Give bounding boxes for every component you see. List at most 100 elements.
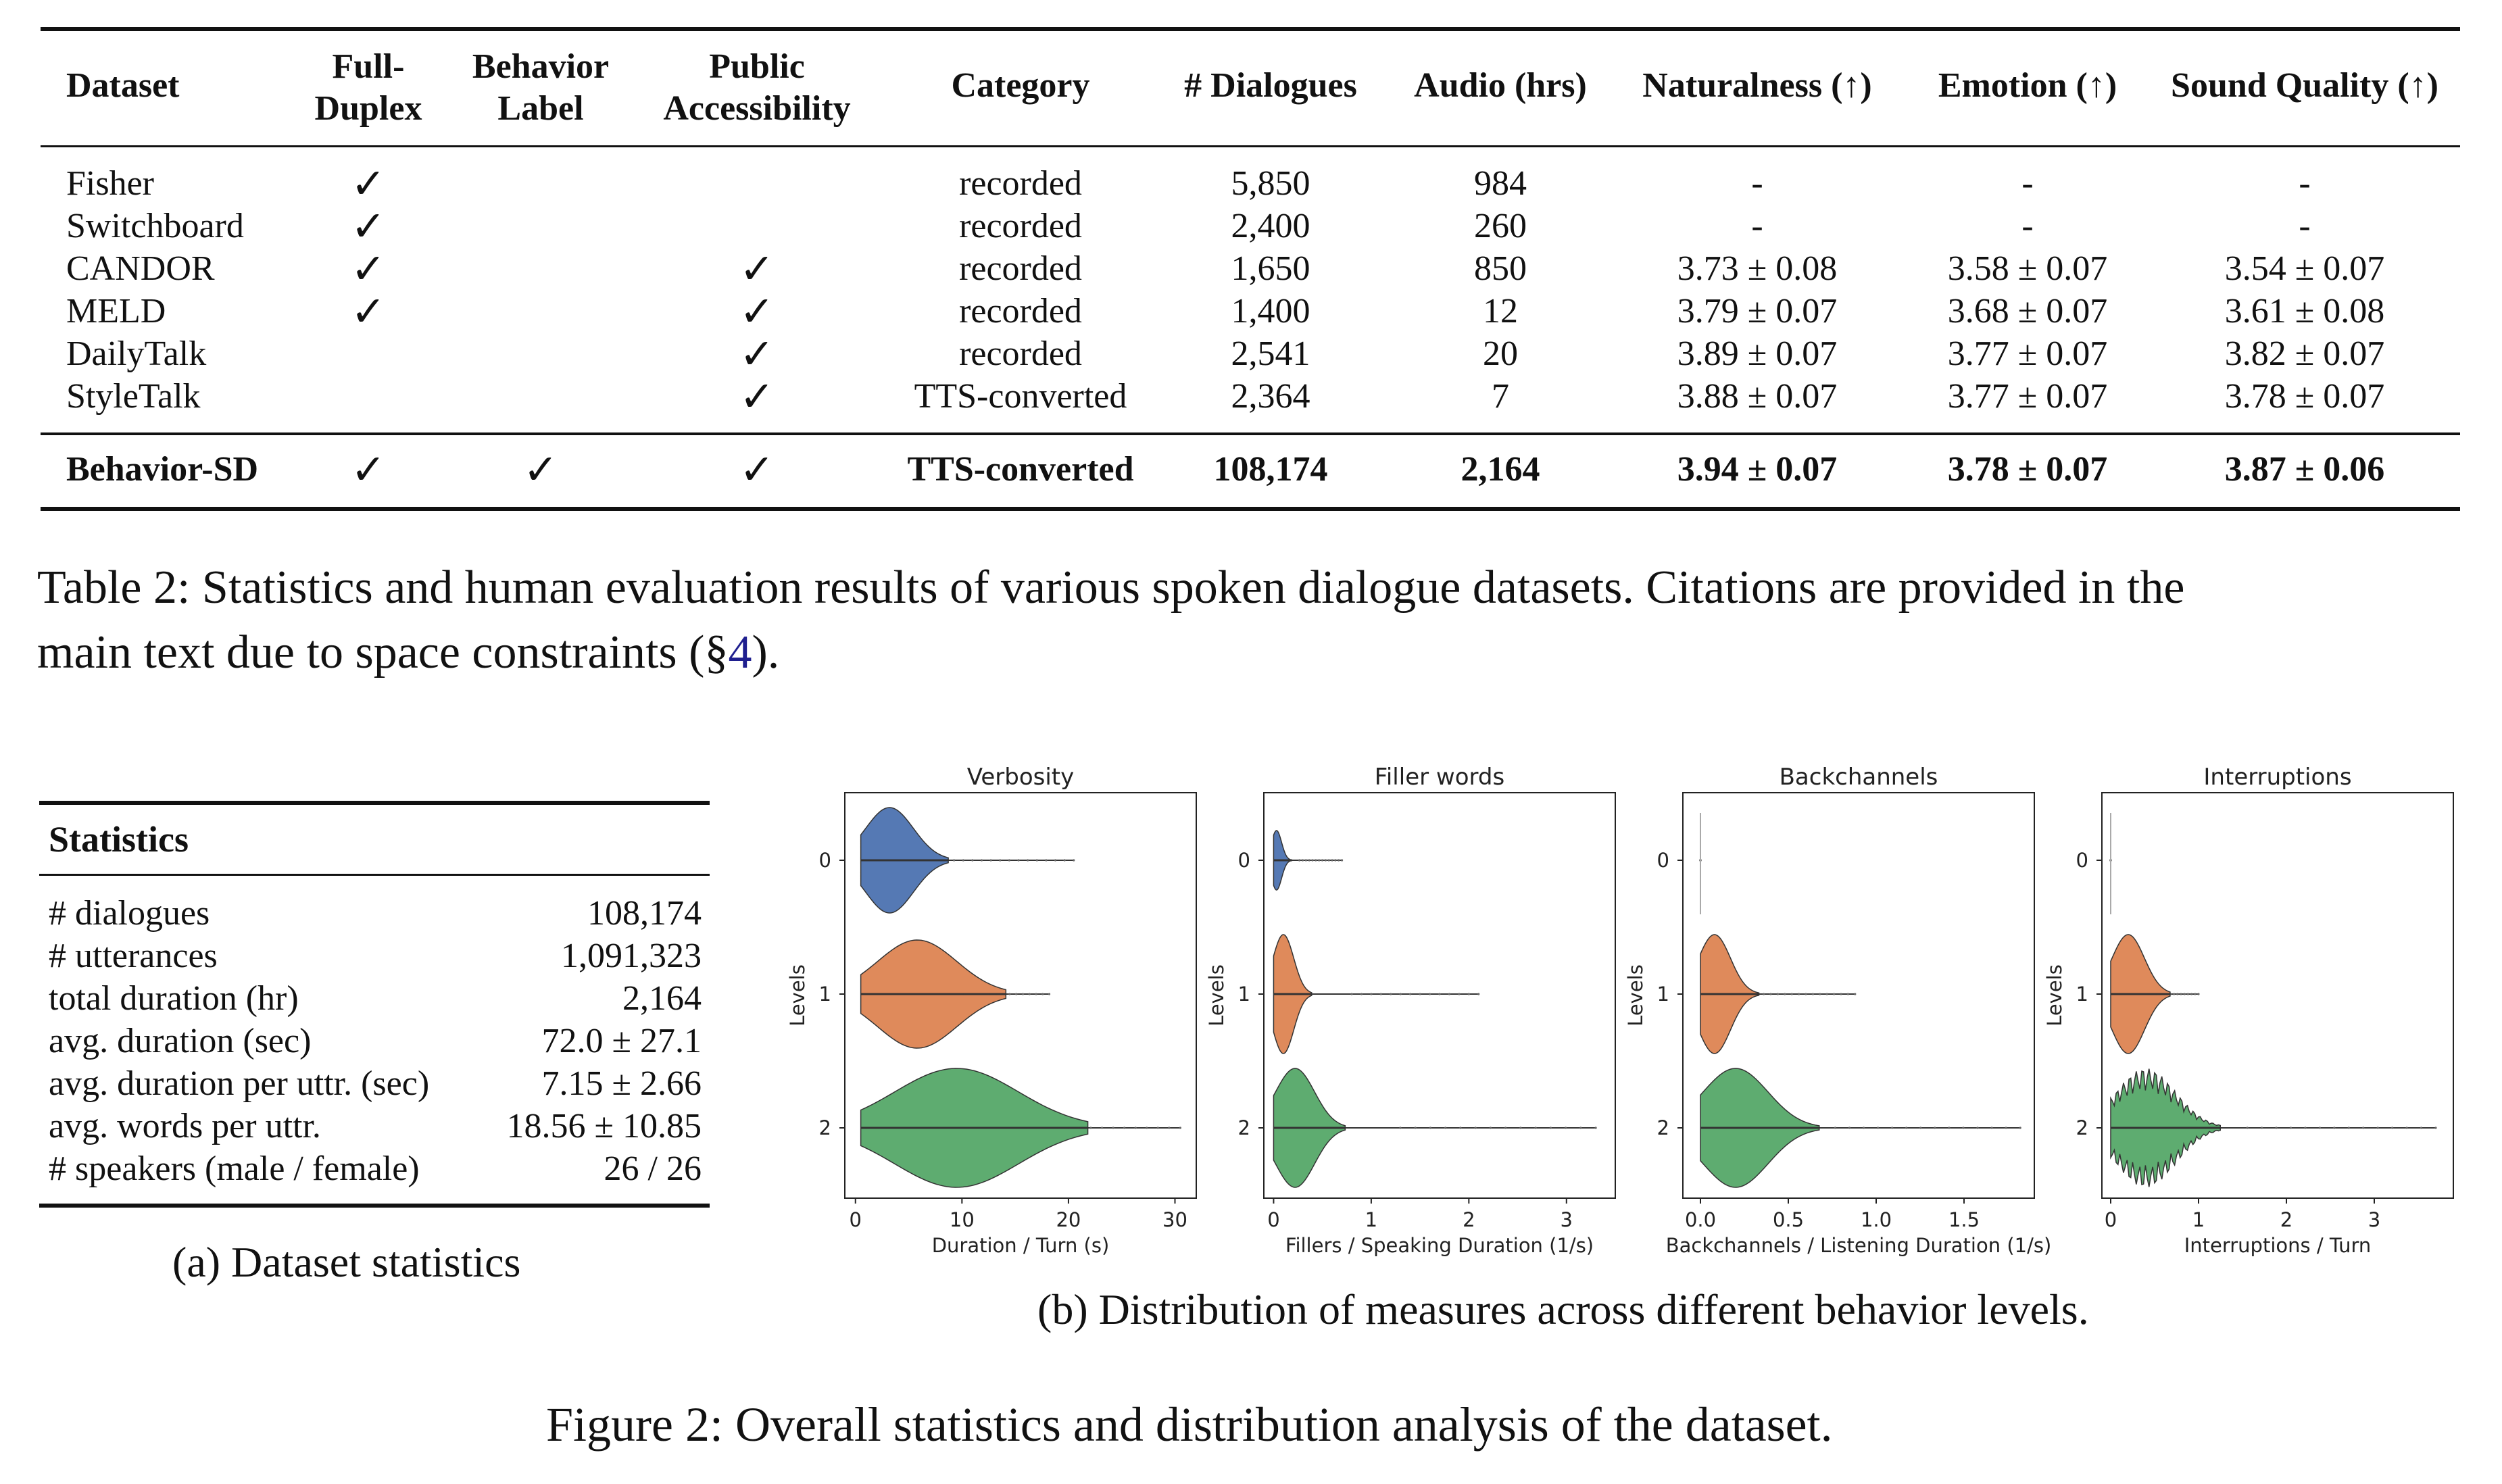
y-tick-label: 2 <box>819 1116 831 1139</box>
table-cell: recorded <box>959 292 1082 330</box>
y-tick-label: 0 <box>819 849 831 872</box>
outlier-point <box>1905 1127 1908 1129</box>
x-tick-label: 1 <box>2192 1208 2205 1231</box>
outlier-point <box>1301 859 1304 862</box>
stats-row: avg. duration per uttr. (sec) 7.15 ± 2.66 <box>49 1063 702 1105</box>
y-tick-label: 2 <box>1657 1116 1669 1139</box>
plot-frame <box>1263 792 1616 1199</box>
outlier-point <box>999 859 1002 862</box>
outlier-point <box>1833 993 1836 995</box>
y-axis-label: Levels <box>1205 964 1228 1027</box>
outlier-point <box>2318 1127 2321 1129</box>
subcaption-b: (b) Distribution of measures across diff… <box>1037 1285 2089 1333</box>
outlier-point <box>952 859 956 862</box>
x-tick-label: 0 <box>850 1208 862 1231</box>
outlier-point <box>1318 859 1321 862</box>
table-header-5: # Dialogues <box>1184 65 1357 107</box>
table-header-7: Naturalness (↑) <box>1642 65 1871 107</box>
header-text: Audio (hrs) <box>1414 66 1587 105</box>
outlier-point <box>1428 993 1431 995</box>
outlier-point <box>1146 1127 1148 1129</box>
table-cell: - <box>1751 164 1763 203</box>
table-cell: 3.77 ± 0.07 <box>1947 377 2108 416</box>
outlier-point <box>1549 1127 1552 1129</box>
outlier-point <box>1877 1127 1880 1129</box>
header-text: Sound Quality (↑) <box>2171 66 2438 105</box>
chart-title: Verbosity <box>967 764 1075 791</box>
outlier-point <box>2275 1127 2278 1129</box>
outlier-point <box>2197 993 2200 995</box>
header-text: # Dialogues <box>1184 66 1357 105</box>
stats-value: 1,091,323 <box>561 937 702 975</box>
outlier-point <box>1089 1127 1092 1129</box>
outlier-point <box>1063 859 1066 862</box>
chart-panel: Backchannels Backchannels / Listening Dur… <box>1624 764 2051 1257</box>
plot-frame <box>1682 792 2035 1199</box>
outlier-point <box>1338 859 1340 862</box>
outlier-point <box>1419 993 1421 995</box>
table-cell-highlight: 108,174 <box>1213 450 1328 489</box>
table-cell: 3.78 ± 0.07 <box>2224 377 2385 416</box>
table-cell: 7 <box>1492 377 1509 416</box>
x-axis-label: Fillers / Speaking Duration (1/s) <box>1285 1234 1594 1257</box>
header-text: Label <box>497 89 584 128</box>
stats-label: # utterances <box>49 937 218 975</box>
table-cell: 3.61 ± 0.08 <box>2224 292 2385 330</box>
stats-label: # speakers (male / female) <box>49 1149 420 1188</box>
outlier-point <box>1819 993 1821 995</box>
outlier-point <box>2173 993 2176 995</box>
table-cell-highlight: ✓ <box>739 445 775 494</box>
outlier-point <box>1477 993 1480 995</box>
header-text: Duplex <box>314 89 422 128</box>
outlier-point <box>2180 993 2182 995</box>
outlier-point <box>1438 993 1441 995</box>
outlier-point <box>1315 859 1317 862</box>
outlier-point <box>1298 859 1301 862</box>
plot-frame <box>2101 792 2454 1199</box>
outlier-point <box>1565 1127 1567 1129</box>
figure-caption: Figure 2: Overall statistics and distrib… <box>546 1398 1833 1452</box>
outlier-point <box>1035 993 1037 995</box>
outlier-point <box>2289 1127 2292 1129</box>
outlier-point <box>1327 859 1330 862</box>
outlier-point <box>1448 993 1451 995</box>
table-cell-highlight: 3.87 ± 0.06 <box>2224 450 2385 489</box>
outlier-point <box>1054 859 1057 862</box>
header-rule <box>39 874 710 876</box>
table-cell: MELD <box>66 292 166 330</box>
stats-row: # utterances 1,091,323 <box>49 935 702 977</box>
outlier-point <box>962 859 964 862</box>
table-cell-highlight: ✓ <box>523 445 558 494</box>
outlier-point <box>1045 859 1048 862</box>
outlier-point <box>1123 1127 1126 1129</box>
outlier-point <box>1825 993 1828 995</box>
outlier-point <box>1331 859 1333 862</box>
table-cell: 12 <box>1483 292 1518 330</box>
outlier-point <box>1008 859 1010 862</box>
table-cell: ✓ <box>739 244 775 293</box>
outlier-point <box>1840 993 1842 995</box>
outlier-point <box>1891 1127 1894 1129</box>
outlier-point <box>1390 993 1392 995</box>
table-cell: recorded <box>959 249 1082 288</box>
outlier-point <box>1790 993 1793 995</box>
outlier-point <box>1100 1127 1104 1129</box>
outlier-point <box>1304 859 1307 862</box>
outlier-point <box>1459 1127 1462 1129</box>
y-tick-label: 1 <box>819 983 831 1006</box>
caption-text-end: ). <box>752 626 780 678</box>
header-text: Accessibility <box>663 89 851 128</box>
table-cell: 3.77 ± 0.07 <box>1947 335 2108 373</box>
top-rule <box>39 801 710 805</box>
outlier-point <box>2261 1127 2263 1129</box>
outlier-point <box>971 859 974 862</box>
table-header-8: Emotion (↑) <box>1938 65 2117 107</box>
outlier-point <box>1976 1127 1979 1129</box>
header-text: Category <box>951 66 1090 105</box>
stats-value: 18.56 ± 10.85 <box>506 1107 702 1145</box>
section-reference-link[interactable]: 4 <box>728 626 752 678</box>
outlier-point <box>1334 859 1337 862</box>
bottom-rule <box>39 1204 710 1208</box>
outlier-point <box>1862 1127 1865 1129</box>
y-tick-label: 1 <box>1657 983 1669 1006</box>
